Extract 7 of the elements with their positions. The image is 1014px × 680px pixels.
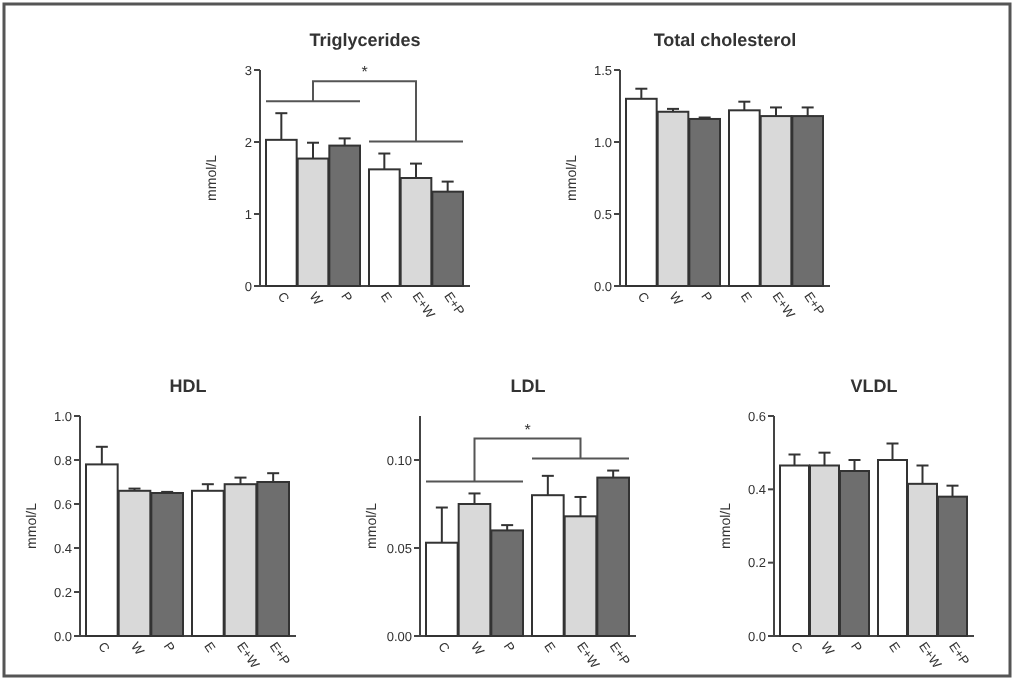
chart-title: VLDL [850,376,899,396]
chart-title: HDL [169,376,208,396]
annotation: * [524,420,531,439]
chart-title: Triglycerides [309,30,421,50]
chart-title: LDL [510,376,547,396]
chart-title: Total cholesterol [653,30,797,50]
annotation: * [361,63,368,82]
